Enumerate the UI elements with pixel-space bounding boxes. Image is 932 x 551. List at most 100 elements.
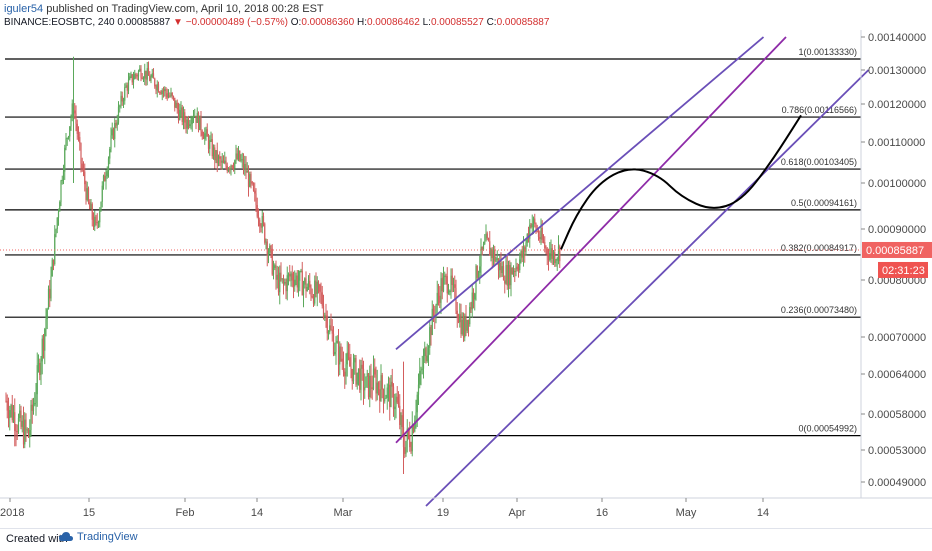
author-link[interactable]: iguler54 <box>4 3 44 15</box>
chart-header: iguler54 published on TradingView.com, A… <box>0 0 932 30</box>
candle-body <box>54 234 56 265</box>
candle-body <box>404 447 406 454</box>
price-projection-path[interactable] <box>560 114 802 250</box>
candle-body <box>281 278 283 280</box>
parallel-channel[interactable] <box>395 36 870 507</box>
candle-body <box>159 92 161 94</box>
candle-body <box>549 253 551 260</box>
candle-body <box>109 148 111 159</box>
candle-body <box>149 75 151 81</box>
price-axis[interactable]: 0.00140000 0.00130000 0.00120000 0.00110000… <box>861 32 926 489</box>
fib-level-label: 0.236(0.00073480) <box>781 305 857 315</box>
chart-background <box>0 30 932 528</box>
candle-body <box>544 242 546 249</box>
candle-body <box>311 296 313 298</box>
candle-body <box>84 171 86 185</box>
candle-body <box>325 315 327 317</box>
candle-body <box>52 259 55 265</box>
candle-body <box>484 241 486 244</box>
fib-level-label: 0.618(0.00103405) <box>781 157 857 167</box>
time-tick-label: 19 <box>437 507 449 519</box>
candle-body <box>550 248 552 254</box>
candle-body <box>399 405 401 425</box>
candle-body <box>214 147 216 161</box>
candle-body <box>127 79 130 91</box>
countdown-label: 02:31:23 <box>882 265 925 277</box>
candle-body <box>134 73 136 80</box>
candle-body <box>131 74 133 83</box>
candle-body <box>225 160 227 166</box>
candle-body <box>415 412 417 421</box>
candle-body <box>489 241 491 256</box>
time-tick-label: 16 <box>596 507 608 519</box>
candle-body <box>322 305 325 317</box>
candle-body <box>189 124 191 127</box>
candle-body <box>497 258 500 271</box>
candle-body <box>376 382 378 394</box>
candle-body <box>512 270 515 275</box>
candle-body <box>165 88 167 94</box>
candle-body <box>160 92 162 95</box>
price-chart[interactable]: 1(0.00133330) 0.786(0.00116566) 0.618(0.00… <box>0 30 932 528</box>
candle-body <box>480 246 482 267</box>
candle-body <box>124 87 126 101</box>
candle-body <box>467 319 470 325</box>
close-value: 0.00085887 <box>496 17 550 28</box>
candle-body <box>514 270 516 272</box>
candle-body <box>34 403 36 405</box>
candle-body <box>474 293 476 300</box>
candle-body <box>67 136 70 139</box>
channel-lower-line[interactable] <box>425 69 870 507</box>
candle-body <box>554 252 556 264</box>
candle-body <box>416 394 418 413</box>
candle-body <box>254 190 256 194</box>
candle-body <box>121 95 123 102</box>
candle-body <box>192 116 195 118</box>
candle-body <box>331 329 333 334</box>
candle-body <box>97 222 100 224</box>
candle-body <box>466 319 468 331</box>
candle-body <box>477 272 480 278</box>
candle-body <box>196 112 198 123</box>
candle-body <box>546 248 548 256</box>
candle-body <box>327 332 330 334</box>
channel-middle-line[interactable] <box>395 36 787 444</box>
candle-body <box>147 68 150 76</box>
publish-line: iguler54 published on TradingView.com, A… <box>4 3 324 15</box>
candle-body <box>366 373 368 377</box>
candle-body <box>406 428 408 441</box>
candle-body <box>260 226 262 228</box>
candle-body <box>454 284 456 288</box>
candle-body <box>231 165 233 168</box>
candle-body <box>76 123 78 134</box>
channel-upper-line[interactable] <box>395 36 765 351</box>
candle-body <box>65 138 67 148</box>
candle-body <box>232 167 235 169</box>
price-tick-label: 0.00058000 <box>868 409 926 421</box>
tradingview-logo[interactable]: TradingView <box>58 531 138 543</box>
candle-body <box>25 419 27 430</box>
time-tick-label: May <box>676 507 697 519</box>
candle-body <box>112 129 115 139</box>
candle-body <box>185 122 187 129</box>
high-label: H: <box>356 17 367 28</box>
candle-body <box>297 280 300 288</box>
candle-body <box>187 119 190 127</box>
candle-body <box>70 117 72 127</box>
candle-body <box>94 216 96 227</box>
candle-body <box>66 138 68 140</box>
candle-body <box>430 327 432 336</box>
candle-body <box>482 243 485 251</box>
candle-body <box>337 340 340 365</box>
candle-body <box>296 275 298 288</box>
candle-body <box>221 160 223 163</box>
candle-body <box>346 352 348 365</box>
candle-body <box>115 122 117 126</box>
candle-body <box>279 272 281 293</box>
candle-body <box>509 265 511 286</box>
candle-body <box>101 185 103 202</box>
time-axis[interactable]: 2018 15 Feb 14 Mar 19 Apr 16 May 14 <box>0 498 769 519</box>
publish-info: published on TradingView.com, April 10, … <box>46 3 324 15</box>
candle-body <box>270 245 272 249</box>
candle-body <box>172 95 175 98</box>
